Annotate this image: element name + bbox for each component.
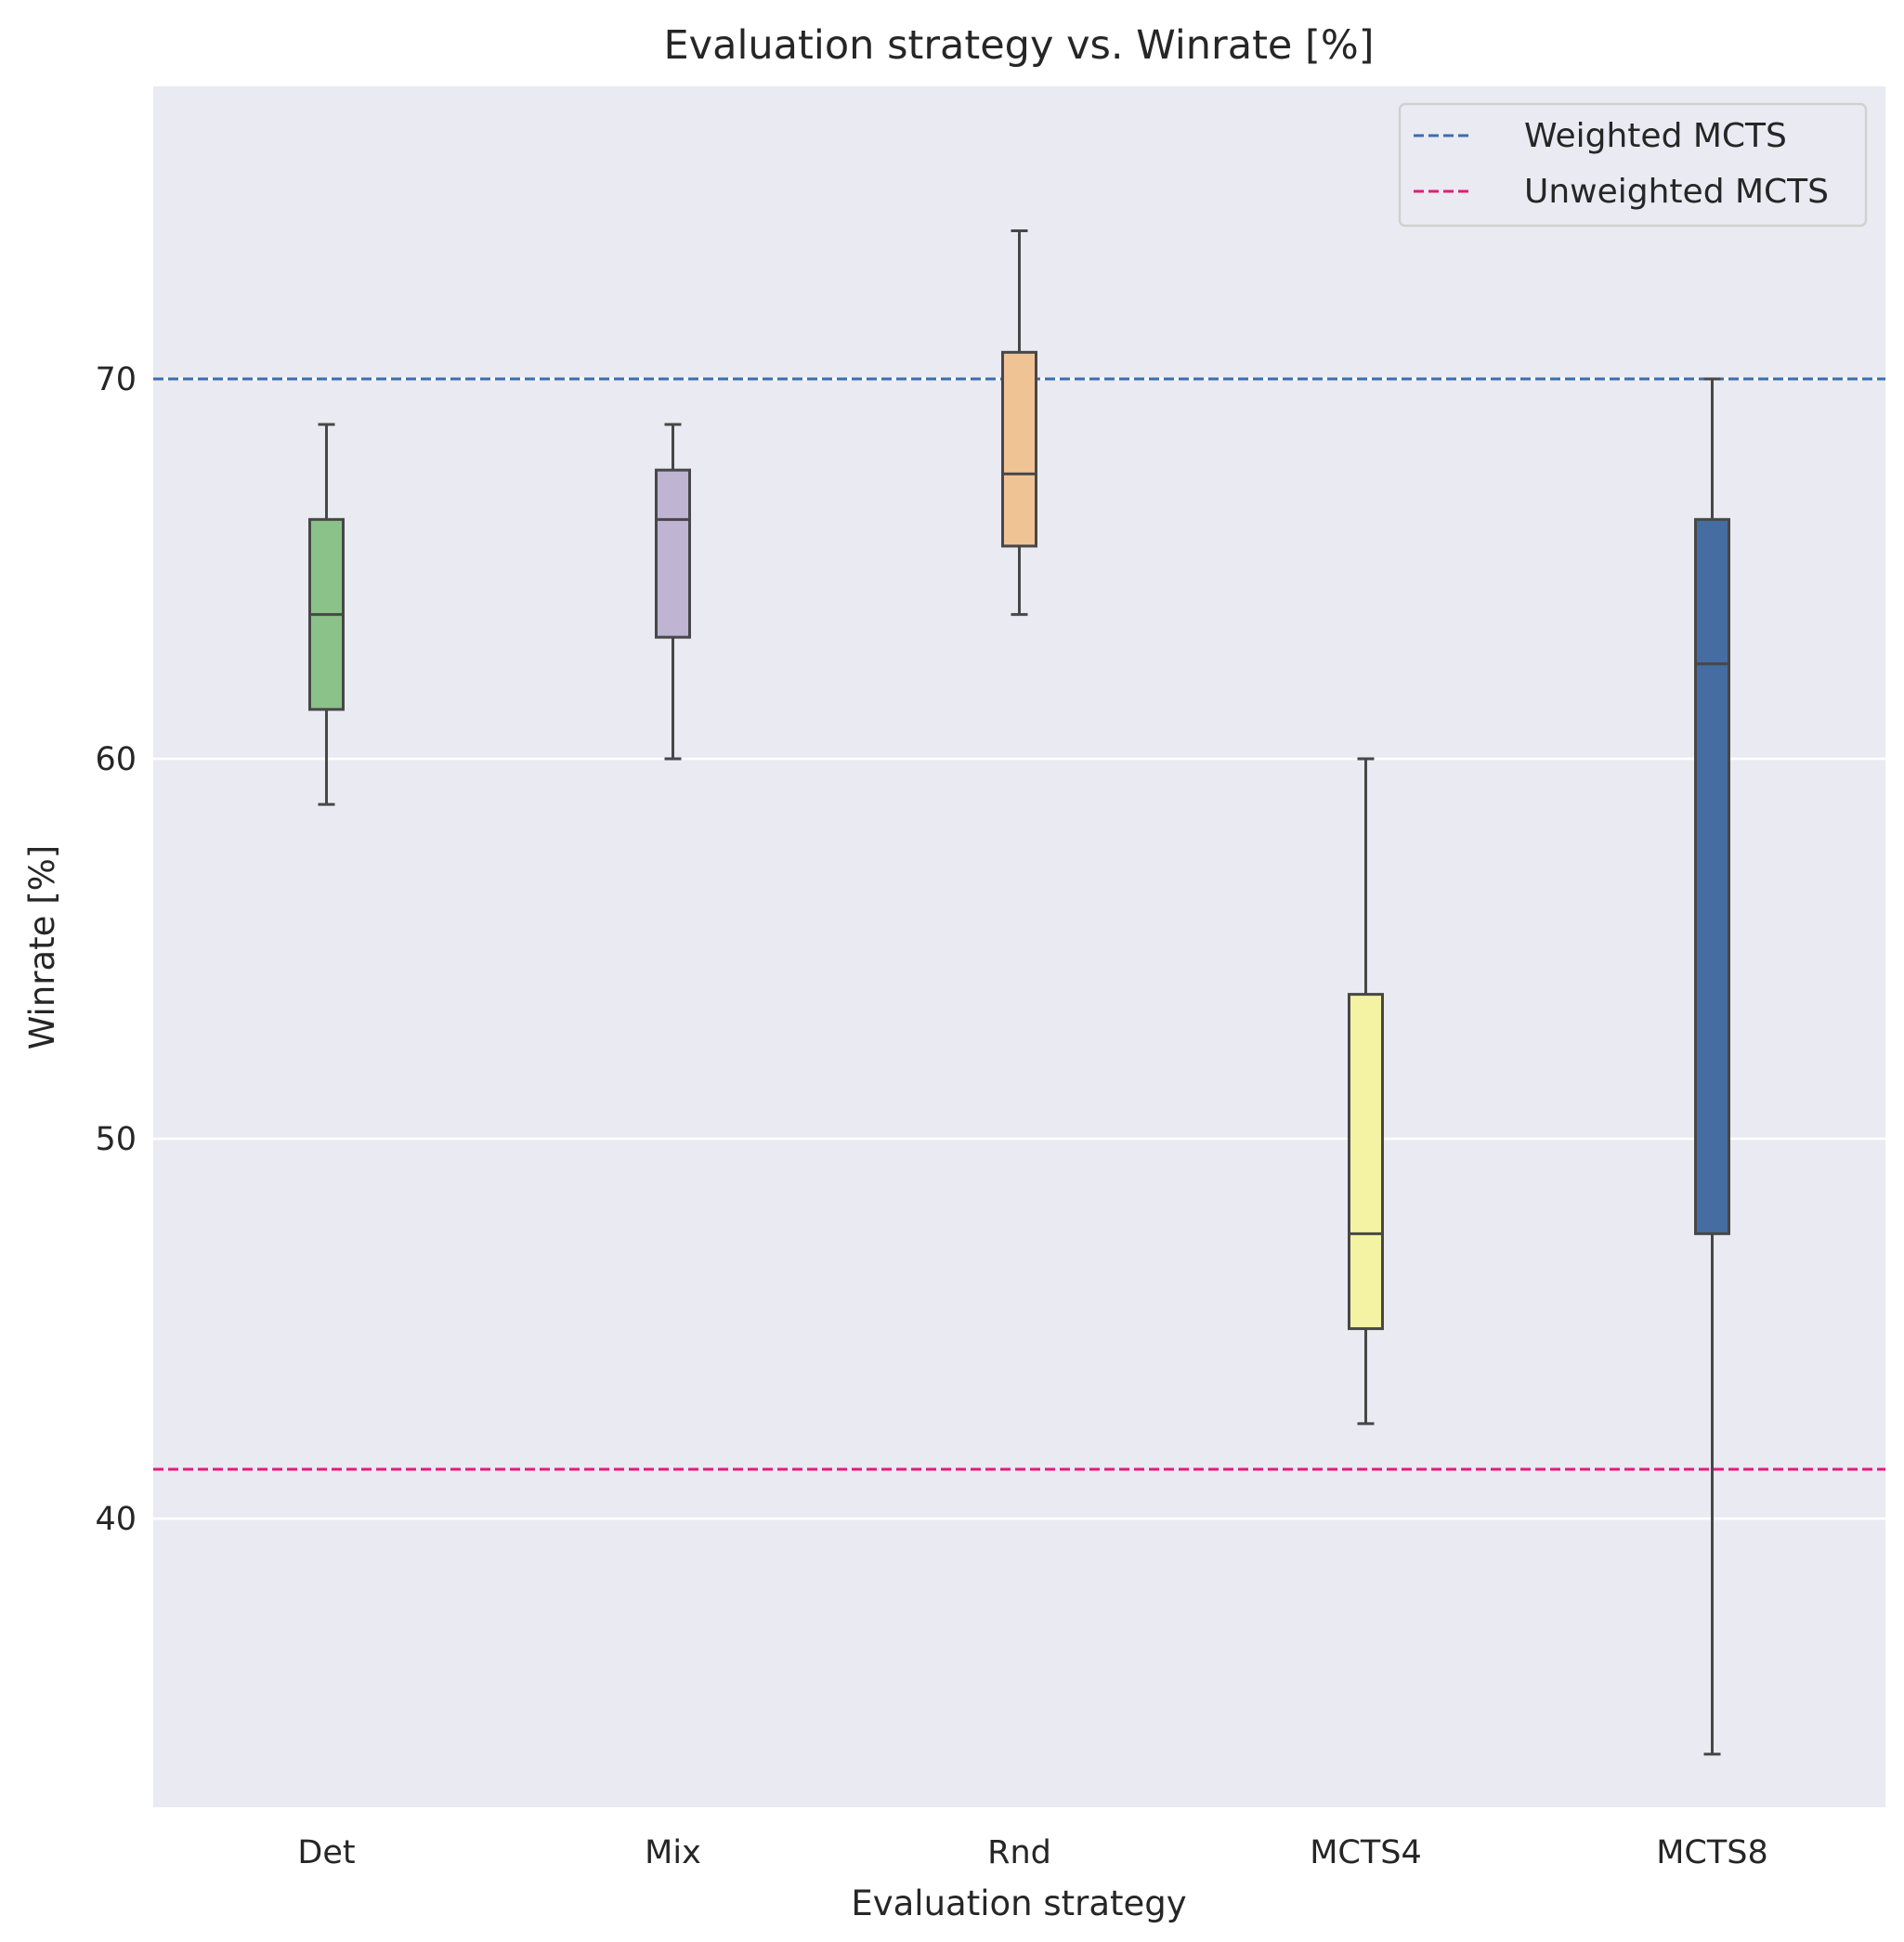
box-plots bbox=[308, 228, 1730, 1756]
y-tick-label: 60 bbox=[95, 741, 137, 778]
legend-label: Weighted MCTS bbox=[1524, 117, 1787, 155]
x-axis-label: Evaluation strategy bbox=[851, 1883, 1186, 1923]
y-axis-label: Winrate [%] bbox=[22, 845, 62, 1049]
box-body bbox=[1001, 350, 1037, 548]
legend-frame bbox=[1398, 102, 1868, 228]
x-tick-label: Rnd bbox=[987, 1834, 1051, 1871]
box-det bbox=[308, 423, 345, 806]
y-tick-label: 50 bbox=[95, 1121, 137, 1158]
box-rnd bbox=[1001, 228, 1037, 617]
box-body bbox=[1348, 993, 1384, 1331]
y-axis-ticks: 40 50 60 70 bbox=[95, 361, 137, 1538]
x-tick-label: MCTS8 bbox=[1656, 1834, 1768, 1871]
legend-item: Unweighted MCTS bbox=[1414, 173, 1829, 211]
x-tick-label: Det bbox=[297, 1834, 355, 1871]
legend-label: Unweighted MCTS bbox=[1524, 173, 1829, 211]
legend: Weighted MCTS Unweighted MCTS bbox=[1398, 102, 1868, 228]
box-mix bbox=[655, 423, 691, 761]
box-body bbox=[1694, 517, 1730, 1235]
box-body bbox=[655, 468, 691, 639]
legend-item: Weighted MCTS bbox=[1414, 117, 1787, 155]
box-mcts8 bbox=[1694, 377, 1730, 1756]
box-mcts4 bbox=[1348, 757, 1384, 1426]
chart-title: Evaluation strategy vs. Winrate [%] bbox=[664, 22, 1375, 69]
x-tick-label: MCTS4 bbox=[1310, 1834, 1422, 1871]
x-axis-ticks: Det Mix Rnd MCTS4 MCTS8 bbox=[297, 1834, 1767, 1871]
x-tick-label: Mix bbox=[645, 1834, 701, 1871]
y-tick-label: 70 bbox=[95, 361, 137, 398]
y-tick-label: 40 bbox=[95, 1501, 137, 1538]
